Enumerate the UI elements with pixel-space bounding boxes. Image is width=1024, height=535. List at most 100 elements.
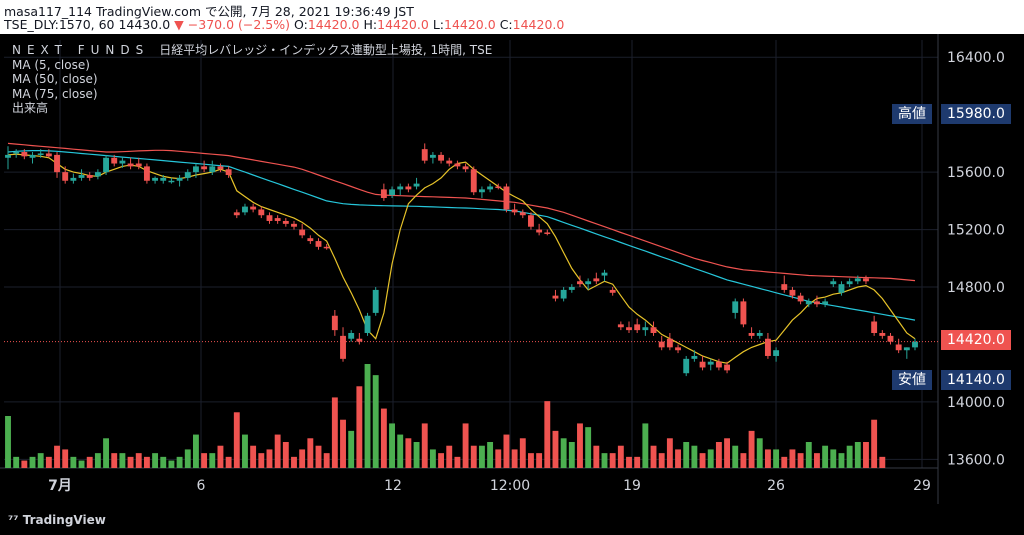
volume-bar xyxy=(707,449,714,468)
candle-body xyxy=(838,284,845,293)
tradingview-logo[interactable]: ⁷⁷ TradingView xyxy=(8,513,106,527)
candle-body xyxy=(143,166,150,181)
volume-bar xyxy=(871,419,878,468)
candle-body xyxy=(372,289,379,313)
high-price-label: 15980.0 xyxy=(941,104,1011,124)
candle-body xyxy=(209,166,216,173)
candle-body xyxy=(192,166,199,173)
low-tag: 安値 xyxy=(892,370,932,390)
candle-body xyxy=(111,157,118,164)
low-value: 14420.0 xyxy=(444,17,496,32)
candle-body xyxy=(675,347,681,351)
candle-body xyxy=(86,175,93,178)
legend-volume[interactable]: 出来高 xyxy=(12,101,49,115)
candle-body xyxy=(691,355,698,359)
candle-body xyxy=(789,289,796,296)
candle-body xyxy=(127,163,134,167)
volume-bar xyxy=(462,423,469,468)
candle-body xyxy=(94,172,101,177)
y-tick-label: 14000.0 xyxy=(947,395,1005,411)
fund-brand: NEXT FUNDS xyxy=(12,43,150,57)
volume-bar xyxy=(168,460,175,468)
volume-bar xyxy=(838,453,845,468)
volume-bar xyxy=(258,453,265,468)
candle-body xyxy=(421,149,428,161)
volume-bar xyxy=(666,438,673,468)
legend-ma50[interactable]: MA (50, close) xyxy=(12,72,98,86)
volume-bar xyxy=(764,449,771,468)
legend-ma75[interactable]: MA (75, close) xyxy=(12,86,98,101)
volume-bar xyxy=(454,456,461,468)
volume-bar xyxy=(209,453,216,468)
volume-bar xyxy=(372,375,379,468)
candle-body xyxy=(805,301,812,305)
volume-bar xyxy=(70,456,77,468)
candle-body xyxy=(397,186,404,190)
volume-bar xyxy=(740,453,747,468)
candle-body xyxy=(323,246,330,249)
volume-bar xyxy=(642,423,649,468)
volume-bar xyxy=(617,445,624,468)
publish-info: masa117_114 TradingView.com で公開, 7月 28, … xyxy=(4,4,414,19)
volume-bar xyxy=(568,442,575,468)
volume-bar xyxy=(658,453,665,468)
volume-bar xyxy=(593,445,600,468)
candle-body xyxy=(724,364,731,371)
volume-bar xyxy=(233,412,240,468)
volume-bar xyxy=(732,445,739,468)
volume-bar xyxy=(201,453,208,468)
candle-body xyxy=(258,209,265,216)
volume-bar xyxy=(45,456,52,468)
candle-body xyxy=(560,289,567,299)
volume-bar xyxy=(854,442,861,468)
volume-bar xyxy=(380,408,387,468)
high-tag: 高値 xyxy=(892,104,932,124)
price-chart[interactable]: 13600.0 14000.0 14800.0 15200.0 15600.0 16400… xyxy=(0,34,1024,504)
candle-body xyxy=(871,321,878,333)
volume-bar xyxy=(152,453,159,468)
candle-body xyxy=(617,324,624,328)
volume-bar xyxy=(585,427,592,468)
candle-body xyxy=(912,341,918,348)
candle-body xyxy=(429,154,436,158)
candle-body xyxy=(217,166,224,170)
volume-bar xyxy=(805,442,812,468)
candle-body xyxy=(822,301,829,305)
volume-bar xyxy=(748,430,755,468)
volume-bar xyxy=(675,449,681,468)
candle-body xyxy=(536,229,543,233)
candle-body xyxy=(609,289,616,293)
volume-bar xyxy=(544,401,551,468)
candle-body xyxy=(797,295,804,302)
volume-bar xyxy=(822,445,829,468)
legend-ma5[interactable]: MA (5, close) xyxy=(12,57,90,72)
volume-bar xyxy=(846,445,853,468)
ma5-line xyxy=(7,153,916,364)
y-tick-label: 16400.0 xyxy=(947,50,1005,66)
volume-bar xyxy=(291,456,297,468)
candle-body xyxy=(683,358,690,374)
volume-bar xyxy=(495,449,502,468)
volume-bar xyxy=(184,449,191,468)
candle-body xyxy=(340,335,346,359)
candle-body xyxy=(13,152,20,154)
candle-body xyxy=(740,301,747,325)
volume-bar xyxy=(274,434,281,468)
volume-bar xyxy=(315,445,322,468)
x-tick-label: 19 xyxy=(623,478,641,494)
volume-bar xyxy=(62,449,69,468)
volume-bar xyxy=(609,453,616,468)
volume-bar xyxy=(560,438,567,468)
x-tick-label: 6 xyxy=(197,478,206,494)
low-label: L: xyxy=(432,17,444,32)
y-tick-label: 15200.0 xyxy=(947,223,1005,239)
candle-body xyxy=(70,177,77,181)
open-value: 14420.0 xyxy=(307,17,360,32)
candle-body xyxy=(299,229,306,236)
candle-body xyxy=(814,301,820,305)
volume-bar xyxy=(29,456,36,468)
candle-body xyxy=(54,154,60,173)
volume-bar xyxy=(127,456,134,468)
high-value: 14420.0 xyxy=(377,17,429,32)
candle-body xyxy=(593,278,600,282)
